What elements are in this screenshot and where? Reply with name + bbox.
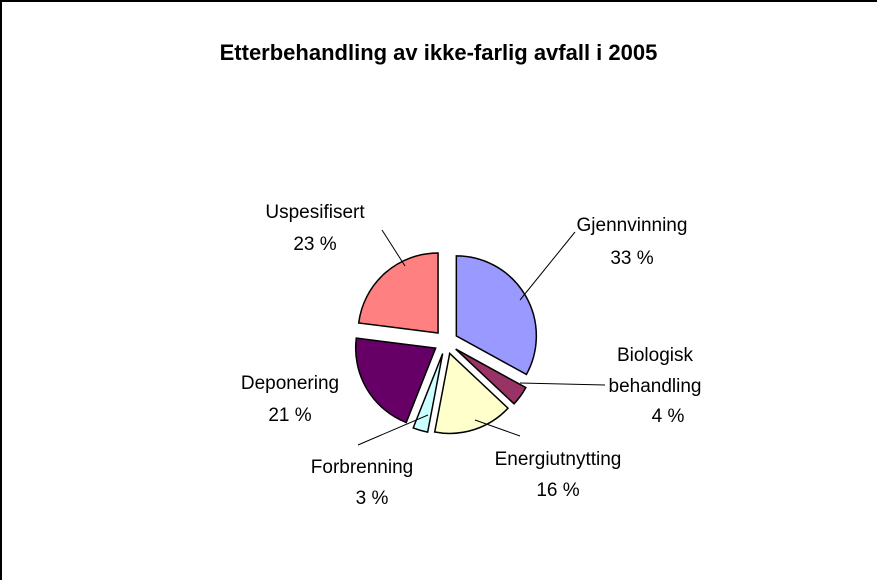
slice-label: Energiutnytting [494,449,622,470]
pie-slice [455,348,527,405]
pie-slice [412,353,444,433]
pie-slice [357,252,439,334]
leader-line [357,414,429,446]
pie-slice [354,337,437,424]
chart-title: Etterbehandling av ikke-farlig avfall i … [219,40,658,65]
pie-slice [455,255,538,376]
slice-value-label: 3 % [355,488,389,509]
pie-slice [433,351,510,435]
slice-value-label: 23 % [293,234,337,255]
slice-value-label: 33 % [610,248,654,269]
leader-line [381,229,406,267]
slice-value-label: 16 % [536,480,580,501]
slice-label: Uspesifisert [265,202,365,223]
leader-line [519,231,576,301]
slice-label: Biologisk behandling [608,345,702,397]
slice-label: Deponering [240,373,340,394]
leader-line [519,382,606,386]
slice-label: Forbrenning [310,457,414,478]
slice-value-label: 21 % [268,405,312,426]
leader-line [474,419,521,437]
slice-value-label: 4 % [651,406,685,427]
slice-label: Gjennvinning [576,215,688,236]
